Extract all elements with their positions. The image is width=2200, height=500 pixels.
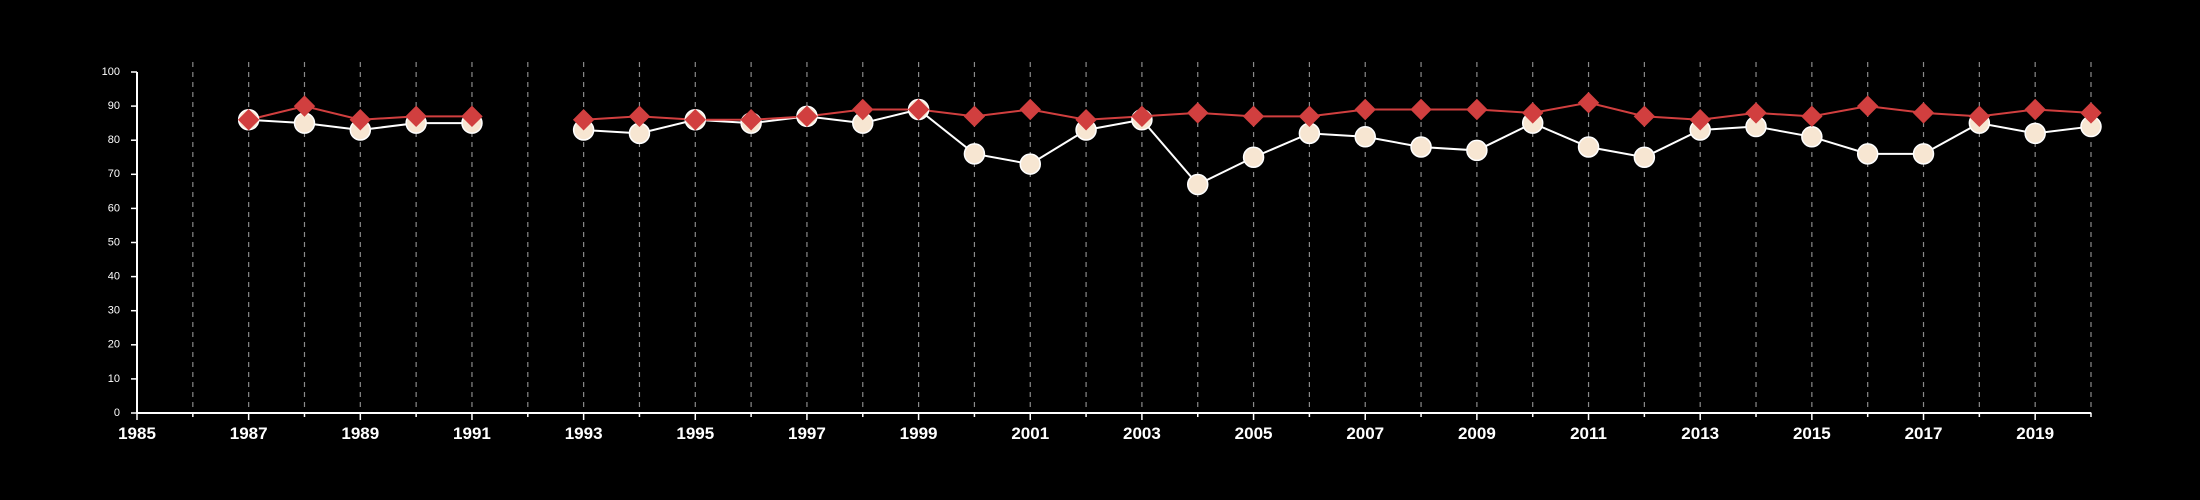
series-2-point [1466, 98, 1488, 121]
series-1-point [2024, 122, 2046, 145]
y-tick-label: 30 [108, 305, 120, 317]
series-1-point [1242, 146, 1265, 168]
y-tick-label: 90 [108, 100, 120, 112]
y-axis-ticks: 0 10 20 30 40 50 60 70 80 90 100 [102, 66, 137, 419]
series-2-point [572, 109, 595, 131]
series-2-point [1298, 105, 1321, 128]
series-markers [237, 91, 2102, 196]
y-tick-label: 60 [108, 202, 120, 214]
series-2-point [1745, 102, 1767, 124]
series-2-point [1801, 105, 1823, 128]
x-tick-label: 2011 [1570, 424, 1607, 443]
y-tick-label: 40 [108, 271, 120, 283]
series-2-point [796, 105, 818, 128]
x-tick-label: 2013 [1681, 424, 1719, 443]
y-tick-label: 70 [108, 168, 120, 180]
series-2-point [852, 98, 874, 121]
x-tick-label: 2019 [2016, 424, 2054, 443]
series-1-point [1410, 136, 1432, 158]
y-tick-label: 50 [108, 236, 120, 248]
series-2-line-segment [583, 101, 2092, 121]
series-2-point [1968, 105, 1991, 128]
series-2-point [1019, 98, 1041, 121]
y-tick-label: 100 [102, 66, 120, 78]
x-tick-label: 1999 [900, 424, 938, 443]
series-2-point [1131, 105, 1153, 128]
x-tick-label: 2009 [1458, 424, 1496, 443]
series-2-point [2080, 102, 2102, 124]
y-tick-label: 20 [108, 339, 120, 351]
y-tick-label: 0 [114, 407, 120, 419]
y-tick-label: 80 [108, 134, 120, 146]
series-2-point [1522, 102, 1544, 124]
series-1-line-segment [583, 108, 2092, 186]
series-2-point [1912, 102, 1935, 124]
series-2-point [740, 109, 762, 131]
x-axis-ticks: 1985 1987 1989 1991 1993 1995 1997 1999 2001 2003… [118, 413, 2092, 443]
series-2-point [237, 109, 260, 131]
x-tick-label: 1991 [453, 424, 491, 443]
x-tick-label: 1987 [230, 424, 268, 443]
series-1-point [1019, 153, 1042, 175]
series-1-point [1633, 146, 1656, 168]
x-tick-label: 2001 [1011, 424, 1049, 443]
series-2-point [293, 95, 316, 117]
series-2-point [1633, 105, 1656, 128]
x-tick-label: 2007 [1346, 424, 1384, 443]
x-tick-label: 2003 [1123, 424, 1161, 443]
series-2-point [1577, 91, 1600, 114]
series-1-point [1801, 126, 1823, 148]
series-2-point [1354, 98, 1376, 121]
series-1-point [1912, 143, 1935, 165]
series-2-point [1242, 105, 1265, 128]
x-tick-label: 1985 [118, 424, 156, 443]
x-tick-label: 1995 [676, 424, 714, 443]
x-tick-label: 2017 [1905, 424, 1943, 443]
x-tick-label: 1989 [341, 424, 379, 443]
vertical-gridlines [192, 62, 2092, 413]
series-1-point [1856, 143, 1879, 165]
series-2-point [963, 105, 986, 128]
x-tick-label: 1997 [788, 424, 826, 443]
series-2-point [1187, 102, 1209, 124]
series-1-point [963, 143, 986, 165]
series-2-point [405, 105, 427, 128]
series-1-point [1354, 126, 1376, 148]
series-1-point [1577, 136, 1600, 158]
series-2-point [1856, 95, 1879, 117]
x-tick-label: 2005 [1235, 424, 1273, 443]
series-2-point [1410, 98, 1432, 121]
y-tick-label: 10 [108, 373, 120, 385]
series-2-point [907, 98, 930, 121]
series-2-point [1075, 109, 1097, 131]
series-1-point [1186, 173, 1209, 196]
x-tick-label: 2015 [1793, 424, 1831, 443]
series-2-point [2024, 98, 2046, 121]
series-2-point [1689, 109, 1711, 131]
series-2-point [461, 105, 483, 128]
series-1-point [1466, 139, 1488, 162]
x-tick-label: 1993 [565, 424, 603, 443]
series-2-point [684, 109, 706, 131]
series-2-point [349, 109, 372, 131]
series-2-point [628, 105, 651, 128]
